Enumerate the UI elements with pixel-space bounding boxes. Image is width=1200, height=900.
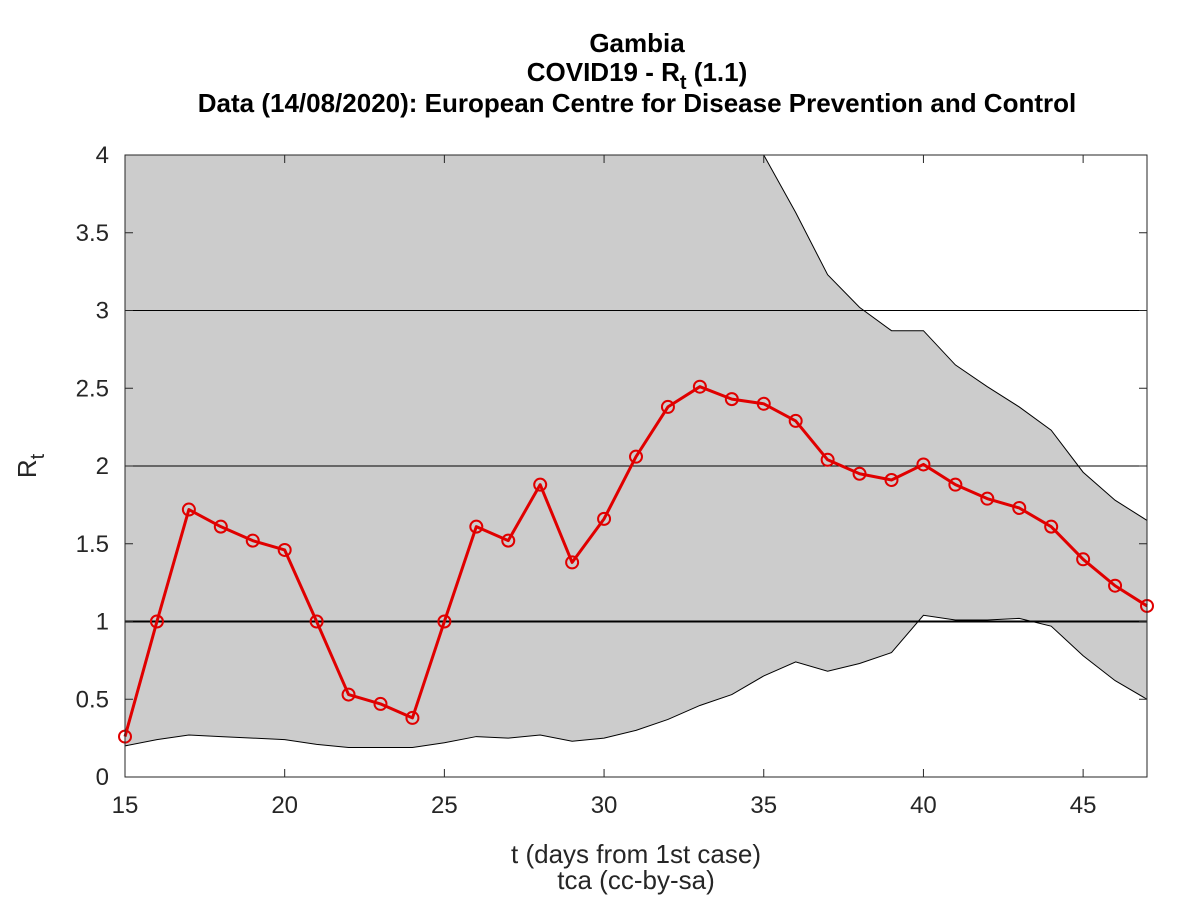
data-point	[660, 399, 675, 414]
data-point	[405, 710, 420, 725]
data-point	[884, 472, 899, 487]
chart-title-source: Data (14/08/2020): European Centre for D…	[198, 88, 1076, 118]
data-point	[852, 466, 867, 481]
data-point	[980, 491, 995, 506]
data-point	[277, 542, 292, 557]
data-point	[1012, 500, 1027, 515]
credit-label: tca (cc-by-sa)	[557, 865, 714, 895]
data-point	[501, 533, 516, 548]
x-tick-label: 45	[1070, 792, 1097, 819]
y-tick-label: 2	[96, 453, 109, 480]
band-lower-edge	[124, 614, 1148, 748]
data-point	[181, 502, 196, 517]
y-axis-label-subscript: t	[27, 453, 49, 459]
data-point	[213, 519, 228, 534]
chart-title-metric: COVID19 - Rt (1.1)	[527, 57, 748, 94]
axes-layer: 15 20 25 30 35 40 45 0 0.5 1 1.5 2 2.5 3 3.5 4	[76, 142, 1148, 819]
x-tick-label: 20	[271, 792, 298, 819]
data-point	[437, 614, 452, 629]
y-tick-label: 4	[96, 142, 109, 169]
data-point	[820, 452, 835, 467]
data-point	[149, 614, 164, 629]
y-tick-label: 0	[96, 764, 109, 791]
y-tick-label: 3	[96, 298, 109, 325]
x-tick-label: 15	[112, 792, 139, 819]
x-tick-label: 35	[750, 792, 777, 819]
chart-title-country: Gambia	[589, 28, 685, 58]
x-axis-label: t (days from 1st case)	[511, 839, 761, 869]
data-point	[533, 477, 548, 492]
data-point	[309, 614, 324, 629]
y-tick-label: 3.5	[76, 220, 109, 247]
y-tick-label: 2.5	[76, 375, 109, 402]
y-tick-label: 1.5	[76, 531, 109, 558]
data-point	[916, 457, 931, 472]
chart-title-metric-subscript: t	[680, 72, 687, 94]
data-point	[692, 379, 707, 394]
data-point	[341, 687, 356, 702]
data-point	[948, 477, 963, 492]
grid-layer	[125, 310, 1147, 623]
data-point	[565, 555, 580, 570]
series-layer	[118, 379, 1154, 744]
data-point	[1044, 519, 1059, 534]
data-point	[1108, 578, 1123, 593]
data-point	[629, 449, 643, 464]
data-point	[788, 413, 803, 428]
data-point	[724, 392, 739, 407]
y-tick-label: 1	[96, 609, 109, 636]
data-point	[469, 519, 484, 534]
y-tick-label: 0.5	[76, 686, 109, 713]
data-point	[597, 511, 612, 526]
x-tick-label: 40	[910, 792, 937, 819]
x-tick-label: 25	[431, 792, 458, 819]
series-line	[123, 385, 1148, 737]
data-point	[756, 396, 771, 411]
y-axis-label: Rt	[12, 453, 49, 478]
data-point	[1076, 552, 1091, 567]
x-tick-label: 30	[591, 792, 618, 819]
data-point	[373, 696, 388, 711]
data-point	[245, 533, 260, 548]
